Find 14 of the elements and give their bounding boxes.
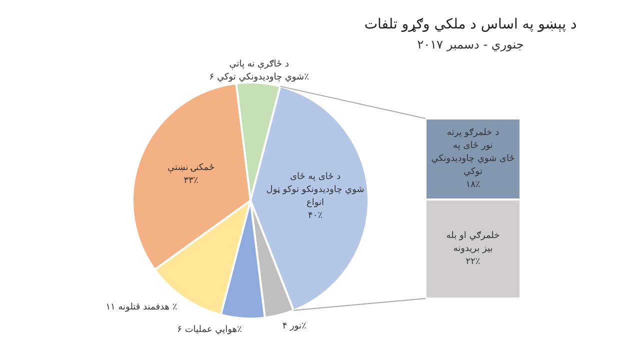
text: جنوري - دسمبر ۲۰۱۷	[417, 38, 524, 52]
data-label: ۲۲٪	[466, 257, 480, 267]
data-label: ۴۰٪	[308, 211, 323, 222]
data-label: ۱۸٪	[466, 180, 480, 190]
slice-label: ځمکنۍ نښتې	[167, 163, 215, 174]
text: د پېښو په اساس د ملکي وګړو تلفات	[364, 16, 577, 32]
slice-label: د ځای په ځای شوي چاودیدونکو توکو ټول انواع	[266, 172, 364, 208]
series-label: خلمرګي او بله بیز بریدونه	[446, 231, 500, 254]
slice-label: نور ۴٪	[282, 321, 307, 332]
data-label: ۳۳٪	[184, 176, 198, 186]
slice-label: د ځاګرې نه پاتې شوي چاودیدونکي توکي ۶٪	[209, 59, 310, 82]
slice-label: هدفمند قتلونه ۱۱ ٪	[106, 302, 178, 313]
series-label: د خلمرګو پرته نور ځای په ځای شوي چاودیدونکي توکي	[431, 128, 515, 177]
slice-label: هوایي عملیات ۶٪	[177, 325, 242, 336]
